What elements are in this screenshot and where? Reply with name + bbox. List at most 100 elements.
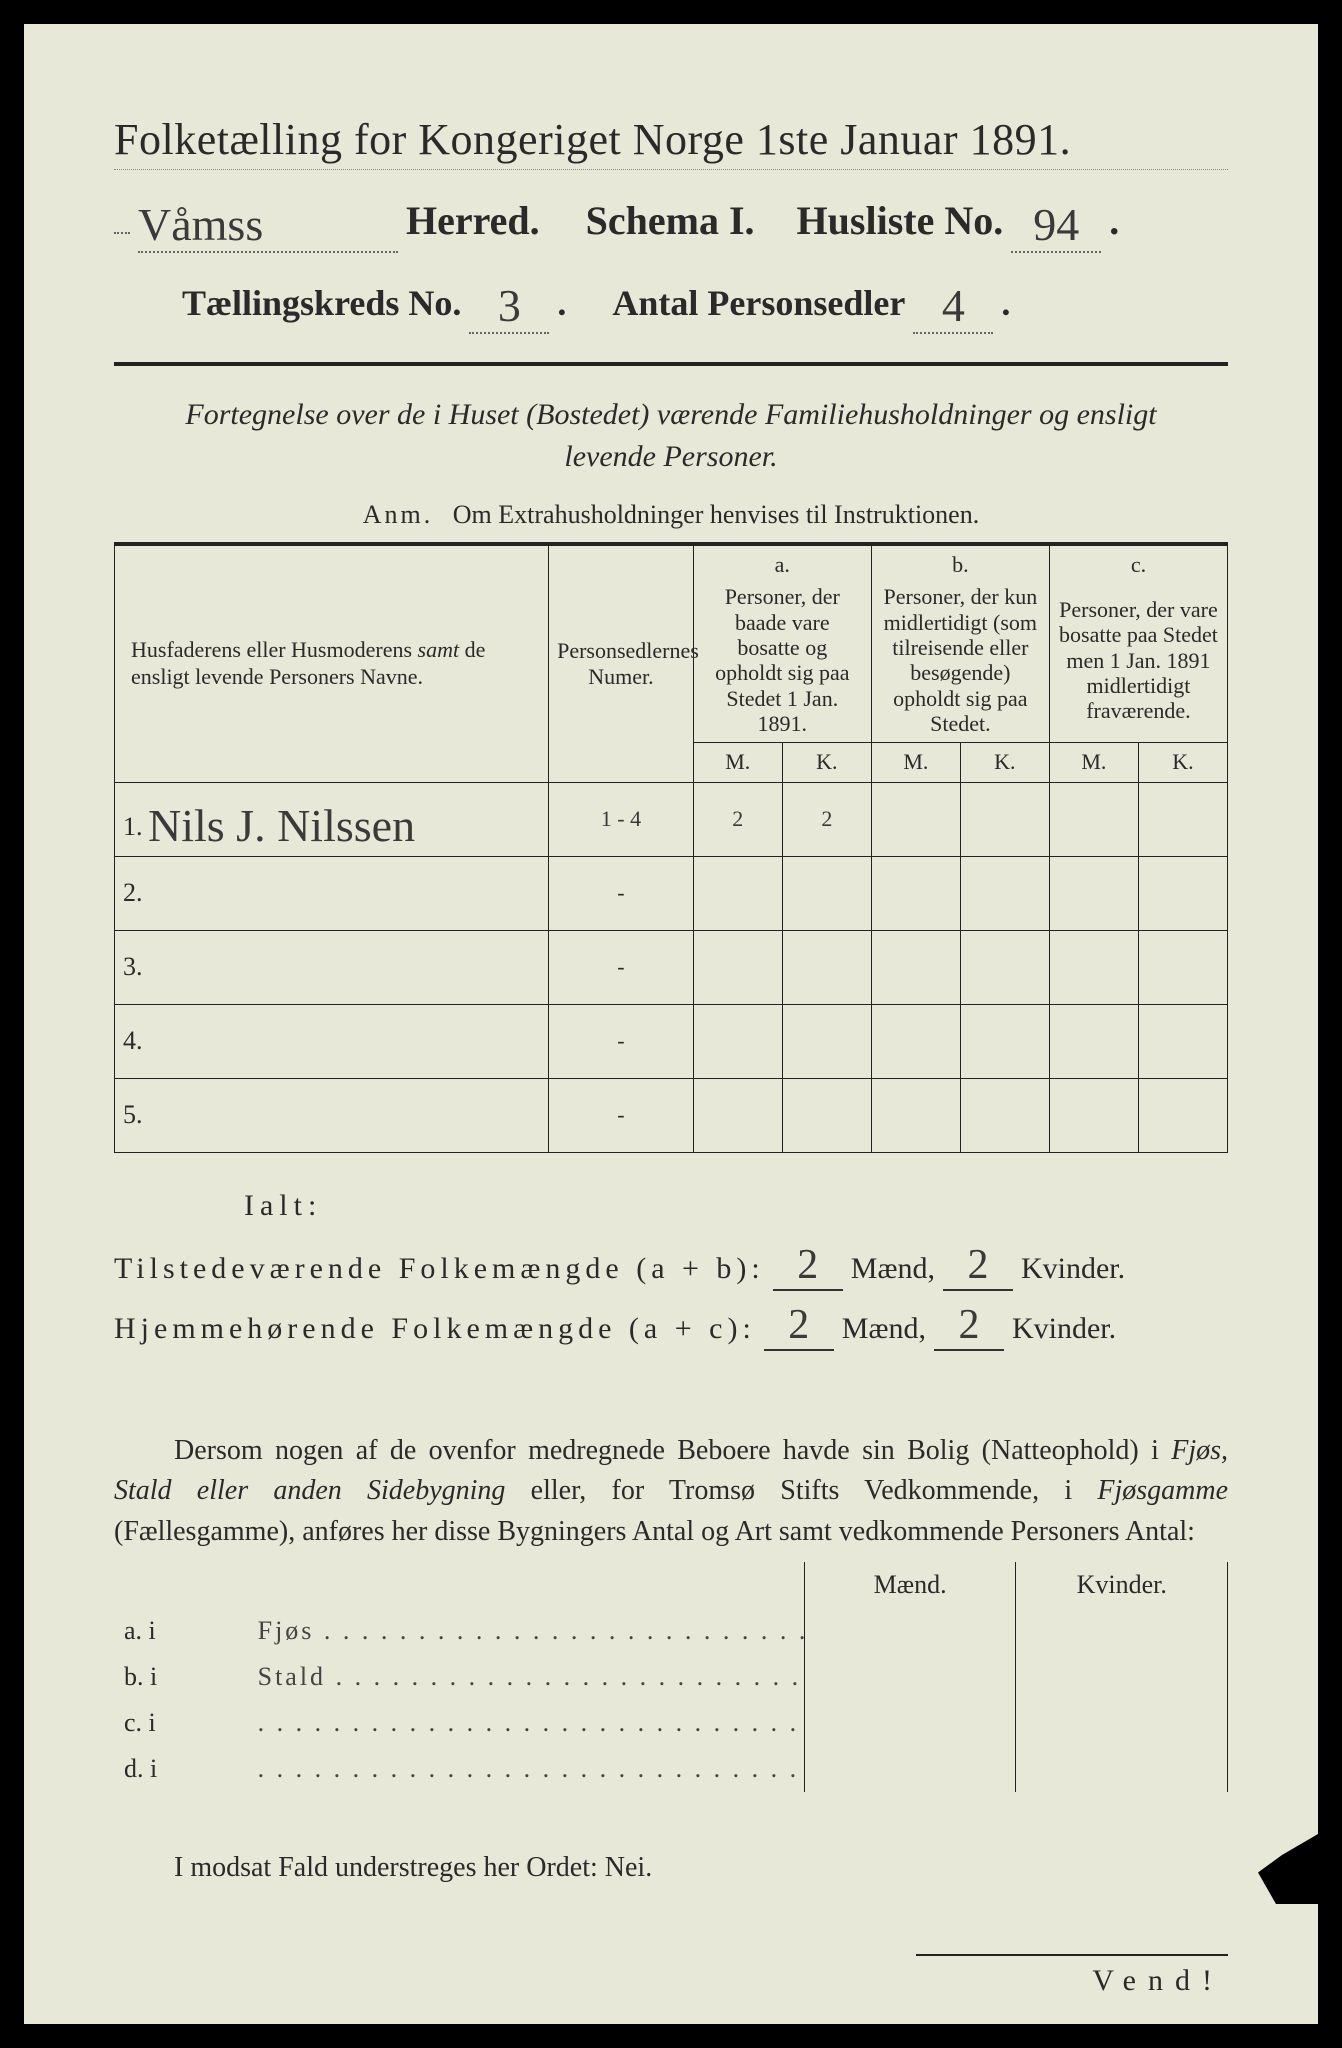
lower-label: Fjøs . . . . . . . . . . . . . . . . . .… (248, 1608, 805, 1654)
page-tear (1258, 1834, 1318, 1904)
th-name: Husfaderens eller Husmoderens samt de en… (115, 544, 549, 782)
table-row: 4. - (115, 1004, 1228, 1078)
th-a-m: M. (693, 743, 782, 782)
lower-k (1016, 1654, 1228, 1700)
lower-row: d. i . . . . . . . . . . . . . . . . . .… (114, 1746, 1228, 1792)
totals-row2-k: 2 (934, 1301, 1004, 1351)
cell-b-m (871, 930, 960, 1004)
row-num: 1. (123, 812, 143, 841)
empty (114, 1562, 248, 1608)
maend-label: Mænd, (851, 1252, 935, 1286)
cell-b-k (960, 782, 1049, 856)
cell-c-k (1138, 1004, 1227, 1078)
header-line-kreds: Tællingskreds No. 3 . Antal Personsedler… (114, 273, 1228, 328)
cell-num: 1 - 4 (549, 782, 694, 856)
lower-k (1016, 1746, 1228, 1792)
th-b-letter: b. (871, 544, 1049, 578)
kvinder-label: Kvinder. (1012, 1312, 1116, 1346)
th-a-letter: a. (693, 544, 871, 578)
lower-k (1016, 1700, 1228, 1746)
cell-num: - (549, 1078, 694, 1152)
anm-text: Om Extrahusholdninger henvises til Instr… (453, 500, 979, 529)
cell-b-m (871, 782, 960, 856)
th-c-letter: c. (1049, 544, 1227, 578)
lower-label: . . . . . . . . . . . . . . . . . . . . … (248, 1746, 805, 1792)
anm-line: Anm. Om Extrahusholdninger henvises til … (114, 500, 1228, 530)
row-num: 2. (123, 878, 143, 907)
census-form-page: Folketælling for Kongeriget Norge 1ste J… (24, 24, 1318, 2024)
th-c-k: K. (1138, 743, 1227, 782)
totals-row-ab: Tilstedeværende Folkemængde (a + b): 2 M… (114, 1241, 1228, 1291)
empty (248, 1562, 805, 1608)
cell-c-m (1049, 856, 1138, 930)
table-row: 2. - (115, 856, 1228, 930)
subtitle: Fortegnelse over de i Huset (Bostedet) v… (114, 394, 1228, 478)
cell-b-m (871, 1078, 960, 1152)
paragraph-text: Dersom nogen af de ovenfor medregnede Be… (114, 1435, 1228, 1547)
lower-th-kvinder: Kvinder. (1016, 1562, 1228, 1608)
lower-key: b. i (114, 1654, 248, 1700)
cell-c-k (1138, 856, 1227, 930)
cell-a-k (782, 930, 871, 1004)
cell-a-k (782, 1004, 871, 1078)
cell-a-m (693, 1078, 782, 1152)
totals-row2-label: Hjemmehørende Folkemængde (a + c): (114, 1312, 756, 1346)
herred-value: Våmss (138, 198, 398, 253)
table-row: 1. Nils J. Nilssen 1 - 4 2 2 (115, 782, 1228, 856)
personsedler-value: 4 (913, 279, 993, 334)
cell-name: 5. (115, 1078, 549, 1152)
lower-row: a. i Fjøs . . . . . . . . . . . . . . . … (114, 1608, 1228, 1654)
ialt-label: Ialt: (244, 1189, 1228, 1223)
dot-leader (114, 194, 130, 234)
cell-a-m (693, 856, 782, 930)
cell-b-m (871, 1004, 960, 1078)
cell-name: 3. (115, 930, 549, 1004)
lower-key: c. i (114, 1700, 248, 1746)
nei-line: I modsat Fald understreges her Ordet: Ne… (114, 1852, 1228, 1884)
page-title: Folketælling for Kongeriget Norge 1ste J… (114, 114, 1228, 170)
cell-b-m (871, 856, 960, 930)
personsedler-label: Antal Personsedler (612, 282, 905, 324)
th-c-text: Personer, der vare bosatte paa Stedet me… (1049, 578, 1227, 742)
totals-row1-k: 2 (943, 1241, 1013, 1291)
cell-b-k (960, 1078, 1049, 1152)
cell-name: 2. (115, 856, 549, 930)
period: . (1001, 282, 1010, 324)
period: . (1109, 197, 1119, 244)
row-num: 3. (123, 952, 143, 981)
husliste-label: Husliste No. (797, 197, 1004, 244)
lower-row: c. i . . . . . . . . . . . . . . . . . .… (114, 1700, 1228, 1746)
totals-row-ac: Hjemmehørende Folkemængde (a + c): 2 Mæn… (114, 1301, 1228, 1351)
row-num: 5. (123, 1100, 143, 1129)
lower-m (804, 1700, 1016, 1746)
kvinder-label: Kvinder. (1021, 1252, 1125, 1286)
lower-key: d. i (114, 1746, 248, 1792)
cell-name: 4. (115, 1004, 549, 1078)
cell-c-m (1049, 1004, 1138, 1078)
nei-text: I modsat Fald understreges her Ordet: Ne… (174, 1852, 652, 1883)
th-a-text: Personer, der baade vare bosatte og opho… (693, 578, 871, 742)
cell-num: - (549, 1004, 694, 1078)
cell-a-k: 2 (782, 782, 871, 856)
lower-k (1016, 1608, 1228, 1654)
schema-label: Schema I. (586, 197, 755, 244)
subtitle-line1: Fortegnelse over de i Huset (Bostedet) v… (185, 398, 1156, 431)
row-num: 4. (123, 1026, 143, 1055)
cell-a-k (782, 1078, 871, 1152)
th-a-k: K. (782, 743, 871, 782)
th-b-text: Personer, der kun midlertidigt (som tilr… (871, 578, 1049, 742)
lower-th-maend: Mænd. (804, 1562, 1016, 1608)
lower-label: Stald . . . . . . . . . . . . . . . . . … (248, 1654, 805, 1700)
lower-key: a. i (114, 1608, 248, 1654)
cell-c-k (1138, 930, 1227, 1004)
header-line-herred: Våmss Herred. Schema I. Husliste No. 94 … (114, 192, 1228, 247)
husliste-value: 94 (1011, 198, 1101, 253)
cell-b-k (960, 856, 1049, 930)
table-row: 5. - (115, 1078, 1228, 1152)
table-row: 3. - (115, 930, 1228, 1004)
totals-block: Ialt: Tilstedeværende Folkemængde (a + b… (114, 1189, 1228, 1351)
lower-label: . . . . . . . . . . . . . . . . . . . . … (248, 1700, 805, 1746)
footer-rule (916, 1954, 1228, 1956)
paragraph: Dersom nogen af de ovenfor medregnede Be… (114, 1431, 1228, 1553)
totals-row1-label: Tilstedeværende Folkemængde (a + b): (114, 1252, 765, 1286)
